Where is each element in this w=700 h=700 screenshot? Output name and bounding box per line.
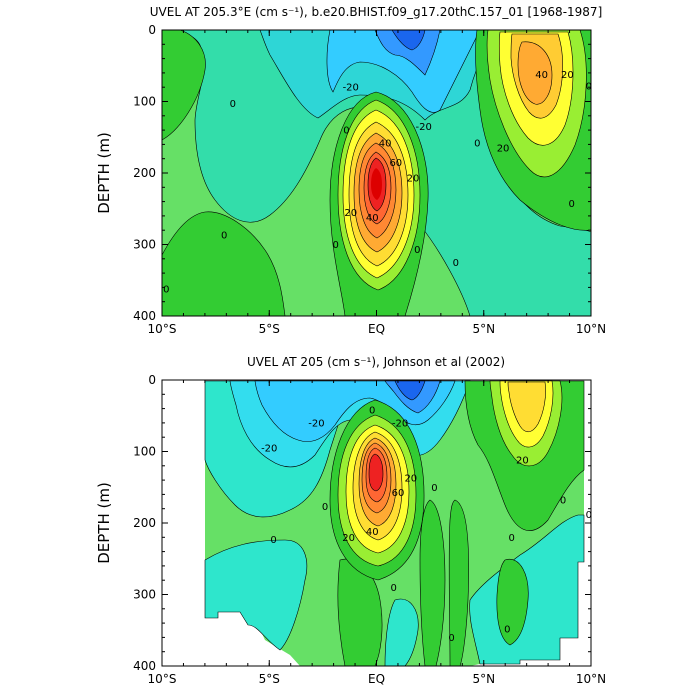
y-tick-label: 300 xyxy=(133,238,156,252)
contour-label: 0 xyxy=(270,535,276,546)
contour-label: 0 xyxy=(448,633,454,644)
contour-label: 20 xyxy=(561,70,574,81)
contour-label: 0 xyxy=(453,258,459,269)
contour-label: 20 xyxy=(344,208,357,219)
contour-fill xyxy=(371,168,382,200)
contour-fill xyxy=(394,380,426,401)
panel-2-ylabel: DEPTH (m) xyxy=(95,482,113,564)
contour-label: 0 xyxy=(586,510,592,521)
contour-label: 0 xyxy=(569,199,575,210)
contour-fill xyxy=(507,381,546,433)
x-tick-label: EQ xyxy=(368,672,385,686)
contour-label: 0 xyxy=(390,583,396,594)
x-tick-label: 5°S xyxy=(259,672,280,686)
contour-label: 0 xyxy=(333,240,339,251)
panel-2: UVEL AT 205 (cm s⁻¹), Johnson et al (200… xyxy=(95,355,606,686)
contour-label: 20 xyxy=(516,456,529,467)
contour-fill xyxy=(496,558,529,646)
y-tick-label: 200 xyxy=(133,166,156,180)
contour-label: 40 xyxy=(366,213,379,224)
y-tick-label: 100 xyxy=(133,95,156,109)
contour-fill xyxy=(419,499,446,666)
contour-label: 40 xyxy=(379,138,392,149)
contour-label: -20 xyxy=(261,443,277,454)
panel-1-plot-area xyxy=(162,30,591,316)
x-tick-label: 5°N xyxy=(472,672,495,686)
panel-1-ylabel: DEPTH (m) xyxy=(95,132,113,214)
y-tick-label: 200 xyxy=(133,516,156,530)
contour-label: 0 xyxy=(504,624,510,635)
contour-label: 20 xyxy=(404,473,417,484)
y-tick-label: 100 xyxy=(133,445,156,459)
contour-label: 20 xyxy=(497,143,510,154)
x-tick-label: 5°S xyxy=(259,322,280,336)
x-tick-label: 10°S xyxy=(148,322,177,336)
contour-fill xyxy=(384,598,419,666)
y-tick-label: 400 xyxy=(133,659,156,673)
x-tick-label: 10°N xyxy=(576,672,606,686)
contour-label: 20 xyxy=(407,174,420,185)
contour-fill xyxy=(374,30,441,76)
x-tick-label: 10°N xyxy=(576,322,606,336)
contour-fill xyxy=(517,41,553,105)
contour-label: 60 xyxy=(389,158,402,169)
contour-label: 0 xyxy=(474,138,480,149)
panel-2-title: UVEL AT 205 (cm s⁻¹), Johnson et al (200… xyxy=(247,355,505,369)
contour-label: 40 xyxy=(366,527,379,538)
contour-label: 0 xyxy=(560,496,566,507)
contour-fill xyxy=(391,30,426,51)
contour-fill xyxy=(162,211,286,316)
x-tick-label: EQ xyxy=(368,322,385,336)
contour-fill xyxy=(326,30,481,113)
x-tick-label: 10°S xyxy=(148,672,177,686)
x-tick-label: 5°N xyxy=(472,322,495,336)
contour-label: -20 xyxy=(308,418,324,429)
contour-label: 0 xyxy=(322,502,328,513)
contour-label: 40 xyxy=(535,70,548,81)
contour-fill xyxy=(368,453,384,492)
contour-fill xyxy=(204,539,308,651)
panel-1: UVEL AT 205.3°E (cm s⁻¹), b.e20.BHIST.f0… xyxy=(95,5,606,336)
contour-label: -20 xyxy=(416,122,432,133)
contour-label: 0 xyxy=(369,406,375,417)
contour-label: 0 xyxy=(221,231,227,242)
contour-label: 0 xyxy=(414,245,420,256)
panel-2-contour-labels: -20 -20 -20 0 0 0 0 0 0 0 0 0 0 20 60 40 20 20 xyxy=(261,406,592,644)
contour-label: 0 xyxy=(163,284,169,295)
contour-label: -20 xyxy=(392,418,408,429)
contour-label: 60 xyxy=(392,488,405,499)
contour-label: 0 xyxy=(343,126,349,137)
contour-label: 0 xyxy=(230,99,236,110)
y-tick-label: 0 xyxy=(148,373,156,387)
panel-2-plot-area xyxy=(162,380,591,666)
y-tick-label: 0 xyxy=(148,23,156,37)
contour-fill xyxy=(162,30,206,141)
contour-label: 20 xyxy=(342,533,355,544)
y-tick-label: 300 xyxy=(133,588,156,602)
contour-label: -20 xyxy=(343,83,359,94)
y-tick-label: 400 xyxy=(133,309,156,323)
contour-fill xyxy=(448,499,469,666)
panel-1-title: UVEL AT 205.3°E (cm s⁻¹), b.e20.BHIST.f0… xyxy=(150,5,603,19)
contour-label: 0 xyxy=(431,483,437,494)
contour-label: 0 xyxy=(508,533,514,544)
